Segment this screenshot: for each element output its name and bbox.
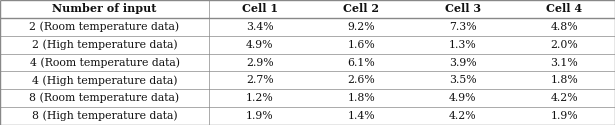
Text: 4.2%: 4.2% — [550, 93, 578, 103]
Text: 3.5%: 3.5% — [449, 75, 477, 85]
Text: 4 (High temperature data): 4 (High temperature data) — [32, 75, 177, 86]
Text: 4.8%: 4.8% — [550, 22, 578, 32]
Text: 4 (Room temperature data): 4 (Room temperature data) — [30, 57, 180, 68]
Text: 2.0%: 2.0% — [550, 40, 578, 50]
Text: 4.2%: 4.2% — [449, 111, 477, 121]
Text: Cell 1: Cell 1 — [242, 3, 278, 14]
Text: Number of input: Number of input — [52, 3, 157, 14]
Text: 6.1%: 6.1% — [347, 58, 375, 68]
Text: 2.6%: 2.6% — [347, 75, 375, 85]
Text: Cell 3: Cell 3 — [445, 3, 481, 14]
Text: 1.8%: 1.8% — [347, 93, 375, 103]
Text: 8 (Room temperature data): 8 (Room temperature data) — [30, 93, 180, 104]
Text: Cell 2: Cell 2 — [343, 3, 379, 14]
Text: 4.9%: 4.9% — [246, 40, 274, 50]
Text: 4.9%: 4.9% — [449, 93, 477, 103]
Text: 1.3%: 1.3% — [449, 40, 477, 50]
Text: Cell 4: Cell 4 — [546, 3, 582, 14]
Text: 3.1%: 3.1% — [550, 58, 578, 68]
Text: 7.3%: 7.3% — [449, 22, 477, 32]
Text: 2 (High temperature data): 2 (High temperature data) — [32, 39, 177, 50]
Text: 8 (High temperature data): 8 (High temperature data) — [32, 111, 177, 121]
Text: 2.7%: 2.7% — [246, 75, 274, 85]
Text: 9.2%: 9.2% — [347, 22, 375, 32]
Text: 1.9%: 1.9% — [246, 111, 274, 121]
Text: 2.9%: 2.9% — [246, 58, 274, 68]
Text: 2 (Room temperature data): 2 (Room temperature data) — [30, 22, 180, 32]
Text: 1.4%: 1.4% — [347, 111, 375, 121]
Text: 3.4%: 3.4% — [246, 22, 274, 32]
Text: 1.9%: 1.9% — [550, 111, 578, 121]
Text: 3.9%: 3.9% — [449, 58, 477, 68]
Text: 1.8%: 1.8% — [550, 75, 578, 85]
Text: 1.2%: 1.2% — [246, 93, 274, 103]
Text: 1.6%: 1.6% — [347, 40, 375, 50]
